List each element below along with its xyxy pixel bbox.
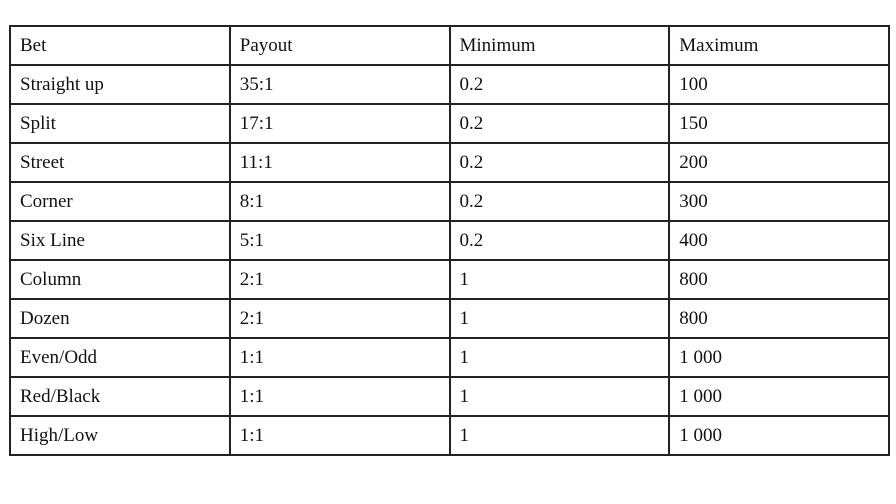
cell-maximum: 1 000: [668, 415, 890, 456]
cell-bet: Street: [9, 142, 231, 183]
table-row: Split 17:1 0.2 150: [9, 103, 890, 144]
cell-bet: Column: [9, 259, 231, 300]
cell-minimum: 1: [448, 415, 671, 456]
cell-payout: 11:1: [228, 142, 451, 183]
table-row: Street 11:1 0.2 200: [9, 142, 890, 183]
cell-payout: 35:1: [228, 64, 451, 105]
table-row: Dozen 2:1 1 800: [9, 298, 890, 339]
cell-maximum: 400: [668, 220, 890, 261]
header-maximum: Maximum: [668, 25, 890, 66]
cell-bet: Corner: [9, 181, 231, 222]
cell-minimum: 0.2: [448, 103, 671, 144]
table-row: Six Line 5:1 0.2 400: [9, 220, 890, 261]
cell-payout: 1:1: [228, 337, 451, 378]
cell-bet: Red/Black: [9, 376, 231, 417]
cell-payout: 2:1: [228, 259, 451, 300]
header-bet: Bet: [9, 25, 231, 66]
cell-payout: 17:1: [228, 103, 451, 144]
cell-minimum: 1: [448, 337, 671, 378]
header-minimum: Minimum: [448, 25, 671, 66]
cell-bet: Straight up: [9, 64, 231, 105]
cell-minimum: 0.2: [448, 220, 671, 261]
cell-maximum: 1 000: [668, 376, 890, 417]
cell-maximum: 800: [668, 298, 890, 339]
cell-maximum: 150: [668, 103, 890, 144]
cell-maximum: 300: [668, 181, 890, 222]
cell-bet: High/Low: [9, 415, 231, 456]
cell-bet: Dozen: [9, 298, 231, 339]
cell-bet: Six Line: [9, 220, 231, 261]
table-row: High/Low 1:1 1 1 000: [9, 415, 890, 456]
cell-minimum: 1: [448, 259, 671, 300]
cell-payout: 1:1: [228, 376, 451, 417]
table-row: Column 2:1 1 800: [9, 259, 890, 300]
table-row: Red/Black 1:1 1 1 000: [9, 376, 890, 417]
cell-maximum: 100: [668, 64, 890, 105]
table-row: Straight up 35:1 0.2 100: [9, 64, 890, 105]
header-row: Bet Payout Minimum Maximum: [9, 25, 890, 66]
table-row: Corner 8:1 0.2 300: [9, 181, 890, 222]
cell-minimum: 0.2: [448, 181, 671, 222]
cell-minimum: 1: [448, 298, 671, 339]
cell-payout: 5:1: [228, 220, 451, 261]
cell-payout: 1:1: [228, 415, 451, 456]
cell-bet: Split: [9, 103, 231, 144]
table-row: Even/Odd 1:1 1 1 000: [9, 337, 890, 378]
header-payout: Payout: [228, 25, 451, 66]
cell-payout: 2:1: [228, 298, 451, 339]
cell-bet: Even/Odd: [9, 337, 231, 378]
roulette-bets-table: Bet Payout Minimum Maximum Straight up 35…: [9, 25, 890, 456]
cell-minimum: 0.2: [448, 64, 671, 105]
cell-minimum: 0.2: [448, 142, 671, 183]
cell-maximum: 800: [668, 259, 890, 300]
cell-maximum: 200: [668, 142, 890, 183]
cell-maximum: 1 000: [668, 337, 890, 378]
cell-minimum: 1: [448, 376, 671, 417]
cell-payout: 8:1: [228, 181, 451, 222]
